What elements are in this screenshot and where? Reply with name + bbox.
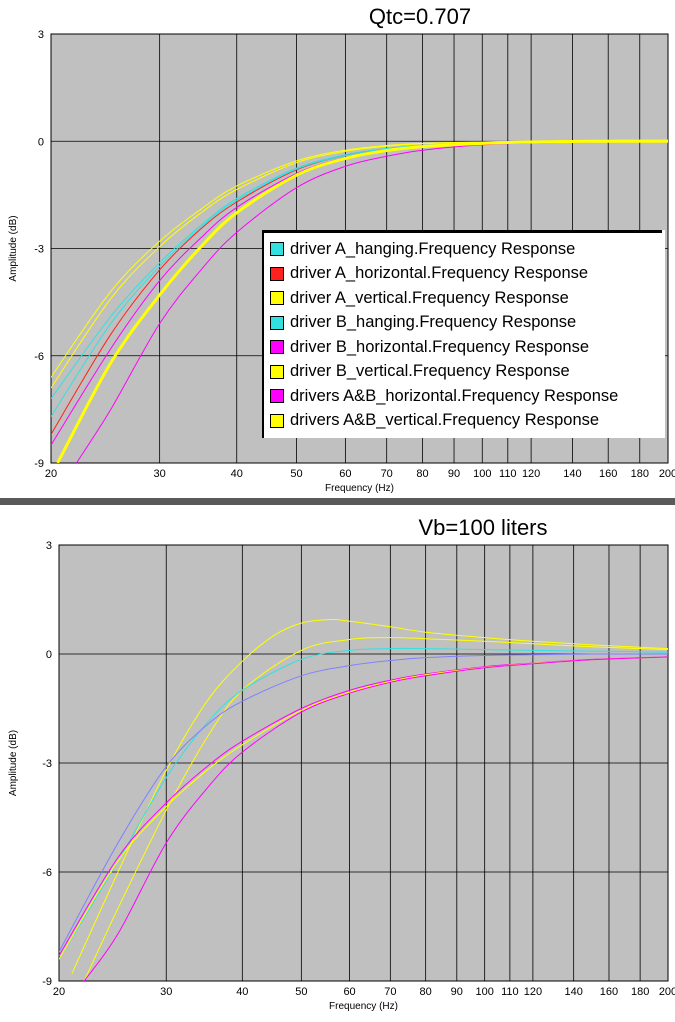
chart-panel-qtc: Qtc=0.707 20 30 40 50 60 70 80 90 100 110 120 140 160…: [0, 0, 675, 498]
x-tick-label: 160: [600, 986, 618, 998]
legend-label: driver A_hanging.Frequency Response: [290, 239, 576, 258]
x-tick-label: 110: [499, 468, 517, 480]
legend-swatch: [270, 315, 284, 330]
x-tick-label: 180: [631, 986, 649, 998]
chart-title: Qtc=0.707: [369, 4, 471, 29]
x-tick-label: 100: [473, 468, 491, 480]
legend-label: driver A_vertical.Frequency Response: [290, 288, 569, 307]
y-tick-label: 3: [38, 29, 44, 41]
legend-item: driver A_hanging.Frequency Response: [264, 237, 662, 262]
legend-item: driver B_hanging.Frequency Response: [264, 311, 662, 336]
y-axis-label: Amplitude (dB): [8, 215, 19, 281]
x-tick-label: 60: [343, 986, 355, 998]
x-tick-label: 200: [659, 468, 675, 480]
legend-swatch: [270, 340, 284, 355]
y-axis-label: Amplitude (dB): [8, 730, 19, 796]
series-line: [71, 618, 668, 974]
legend-item: driver A_vertical.Frequency Response: [264, 286, 662, 311]
legend-label: driver A_horizontal.Frequency Response: [290, 264, 589, 283]
plot-frame: [58, 544, 669, 982]
series-line: [83, 656, 668, 981]
y-tick-label: -3: [42, 758, 52, 770]
legend-item: driver B_horizontal.Frequency Response: [264, 335, 662, 360]
legend-swatch: [270, 242, 284, 257]
legend-swatch: [270, 364, 284, 379]
x-tick-label: 120: [524, 986, 542, 998]
legend-swatch: [270, 291, 284, 306]
series-line: [59, 653, 668, 953]
chart-title: Vb=100 liters: [418, 515, 547, 540]
x-axis-label: Frequency (Hz): [325, 483, 394, 494]
legend-item: driver A_horizontal.Frequency Response: [264, 262, 662, 287]
legend-item: driver B_vertical.Frequency Response: [264, 360, 662, 385]
y-tick-label: -3: [34, 244, 44, 256]
x-tick-label: 20: [45, 468, 57, 480]
panel-divider: [0, 498, 675, 505]
legend-label: driver B_vertical.Frequency Response: [290, 362, 570, 381]
legend: driver A_hanging.Frequency Response drive…: [262, 230, 662, 438]
x-tick-label: 90: [448, 468, 460, 480]
y-tick-label: -6: [42, 867, 52, 879]
x-axis-label: Frequency (Hz): [329, 1001, 398, 1012]
x-tick-label: 50: [290, 468, 302, 480]
x-tick-label: 60: [339, 468, 351, 480]
x-tick-label: 200: [659, 986, 675, 998]
series-line: [56, 139, 668, 463]
series-line: [59, 647, 668, 960]
legend-label: drivers A&B_horizontal.Frequency Respons…: [290, 386, 619, 405]
legend-item: drivers A&B_horizontal.Frequency Respons…: [264, 384, 662, 409]
plot-frame: [50, 33, 669, 464]
legend-label: driver B_horizontal.Frequency Response: [290, 337, 589, 356]
x-tick-label: 40: [231, 468, 243, 480]
legend-label: driver B_hanging.Frequency Response: [290, 313, 577, 332]
series-line: [83, 637, 668, 981]
y-tick-label: -9: [34, 458, 44, 470]
y-tick-label: -9: [42, 976, 52, 988]
legend-swatch: [270, 389, 284, 404]
x-tick-label: 110: [501, 986, 519, 998]
x-tick-label: 180: [631, 468, 649, 480]
x-tick-label: 140: [563, 468, 581, 480]
legend-swatch: [270, 413, 284, 428]
y-tick-label: 3: [46, 540, 52, 552]
x-tick-label: 30: [154, 468, 166, 480]
legend-swatch: [270, 266, 284, 281]
chart-panel-vb: Vb=100 liters 20 30 40 50 60 70 80 90 100 110 120 14…: [0, 505, 675, 1022]
x-tick-label: 30: [160, 986, 172, 998]
x-tick-label: 40: [236, 986, 248, 998]
legend-label: drivers A&B_vertical.Frequency Response: [290, 411, 600, 430]
x-tick-label: 120: [522, 468, 540, 480]
x-tick-label: 70: [381, 468, 393, 480]
x-tick-label: 140: [564, 986, 582, 998]
x-tick-label: 100: [475, 986, 493, 998]
y-tick-label: 0: [46, 649, 52, 661]
x-tick-label: 50: [295, 986, 307, 998]
y-tick-label: -6: [34, 351, 44, 363]
x-tick-label: 160: [599, 468, 617, 480]
x-tick-label: 20: [53, 986, 65, 998]
x-tick-label: 80: [416, 468, 428, 480]
x-tick-label: 70: [384, 986, 396, 998]
x-tick-label: 90: [451, 986, 463, 998]
y-tick-label: 0: [38, 136, 44, 148]
legend-item: drivers A&B_vertical.Frequency Response: [264, 409, 662, 434]
x-tick-label: 80: [420, 986, 432, 998]
